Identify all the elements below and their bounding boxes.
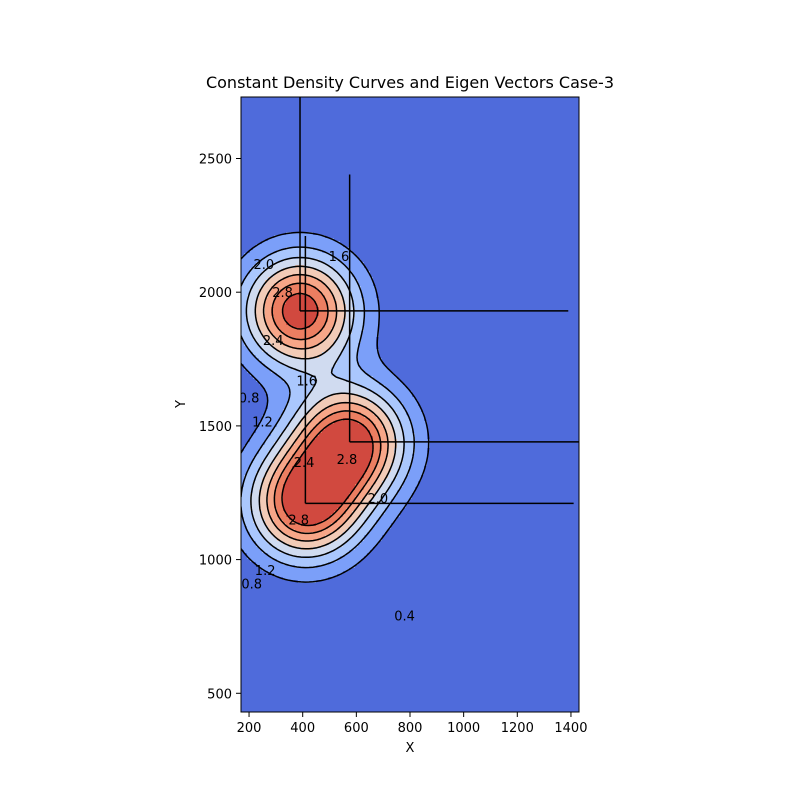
contour-label: 2.8	[272, 286, 293, 301]
x-tick-label: 200	[237, 721, 262, 736]
contour-label: 1.6	[296, 374, 317, 389]
contour-line-2-8	[281, 292, 374, 527]
contour-label: 2.0	[253, 258, 274, 273]
x-tick-label: 600	[344, 721, 369, 736]
eigen-vector-layer	[299, 97, 579, 505]
x-tick-label: 1200	[501, 721, 534, 736]
contour-label: 1.2	[252, 416, 273, 431]
contour-label: 1.2	[255, 564, 276, 579]
x-tick-label: 1400	[554, 721, 587, 736]
contour-label: 2.8	[288, 513, 309, 528]
contour-label: 2.0	[367, 492, 388, 507]
y-tick-label: 2500	[199, 153, 232, 168]
contour-line-1-2	[245, 256, 405, 559]
x-axis: 200 400 600 800 1000 1200 1400	[237, 712, 587, 736]
contour-label: 0.8	[241, 577, 262, 592]
x-tick-label: 400	[290, 721, 315, 736]
y-tick-label: 1000	[199, 554, 232, 569]
contour-line-2-4	[271, 282, 382, 535]
contour-label: 2.8	[337, 453, 358, 468]
x-axis-label: X	[406, 741, 415, 756]
y-axis: 500 1000 1500 2000 2500	[199, 153, 241, 702]
contour-label: 0.8	[239, 392, 260, 407]
contour-line-0-8	[241, 246, 415, 569]
x-tick-label: 1000	[447, 721, 480, 736]
contour-label: 0.4	[394, 610, 415, 625]
y-tick-label: 500	[207, 687, 232, 702]
contour-label-layer: 2.01.62.82.41.60.81.22.4 2.82.02.81.20.80…	[239, 250, 415, 625]
y-tick-label: 1500	[199, 420, 232, 435]
contour-label: 2.4	[294, 456, 315, 471]
contour-label: 2.4	[263, 334, 284, 349]
chart-title: Constant Density Curves and Eigen Vector…	[206, 73, 614, 92]
x-tick-label: 800	[398, 721, 423, 736]
contour-line-1-6	[254, 265, 397, 550]
contour-line-layer	[241, 231, 430, 583]
y-tick-label: 2000	[199, 286, 232, 301]
y-axis-label: Y	[174, 400, 189, 409]
contour-label: 1.6	[329, 250, 350, 265]
contour-line-2	[262, 273, 389, 542]
